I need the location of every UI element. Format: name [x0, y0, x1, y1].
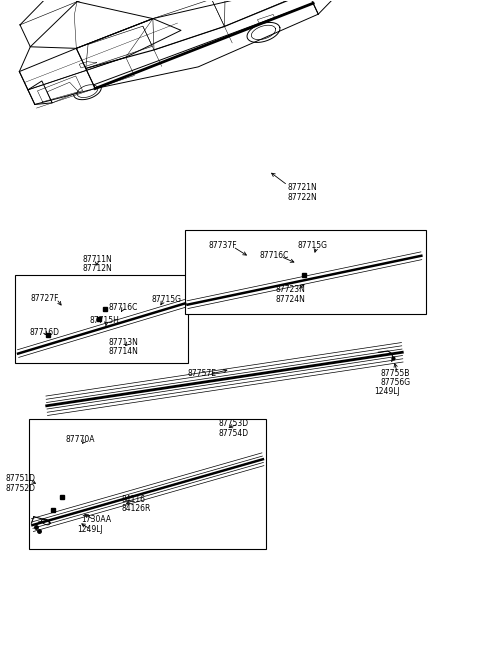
Text: 87712N: 87712N	[83, 264, 112, 272]
Text: 87757E: 87757E	[188, 369, 216, 378]
Text: 87711N: 87711N	[83, 255, 112, 263]
Text: 1730AA: 1730AA	[82, 515, 112, 524]
Text: 87737F: 87737F	[209, 242, 238, 250]
Text: 87727F: 87727F	[30, 293, 59, 303]
Text: 84116: 84116	[121, 495, 145, 504]
Text: 87753D: 87753D	[218, 419, 249, 428]
Text: 1249LJ: 1249LJ	[77, 525, 103, 534]
Text: 87752D: 87752D	[5, 484, 35, 493]
Text: 87755B: 87755B	[381, 369, 410, 378]
Text: 87716C: 87716C	[259, 252, 288, 260]
Text: 87715G: 87715G	[152, 295, 182, 304]
Text: 87714N: 87714N	[109, 347, 139, 356]
Text: 84126R: 84126R	[121, 504, 151, 514]
Text: 87715H: 87715H	[90, 316, 120, 326]
Bar	[29, 419, 266, 550]
Text: 87770A: 87770A	[66, 435, 96, 444]
Text: 87716C: 87716C	[109, 303, 138, 312]
Text: 87722N: 87722N	[288, 193, 317, 202]
Text: 87715G: 87715G	[297, 242, 327, 250]
Text: 87721N: 87721N	[288, 183, 317, 192]
Text: 87724N: 87724N	[276, 295, 306, 304]
Text: 87751D: 87751D	[5, 474, 35, 483]
Bar	[15, 275, 188, 364]
Bar	[185, 230, 426, 314]
Text: 87723N: 87723N	[276, 285, 306, 294]
Text: 87716D: 87716D	[29, 328, 59, 337]
Text: 87754D: 87754D	[218, 428, 249, 438]
Text: 1249LJ: 1249LJ	[374, 387, 400, 396]
Text: 87756G: 87756G	[381, 378, 411, 387]
Text: 87713N: 87713N	[109, 338, 139, 347]
